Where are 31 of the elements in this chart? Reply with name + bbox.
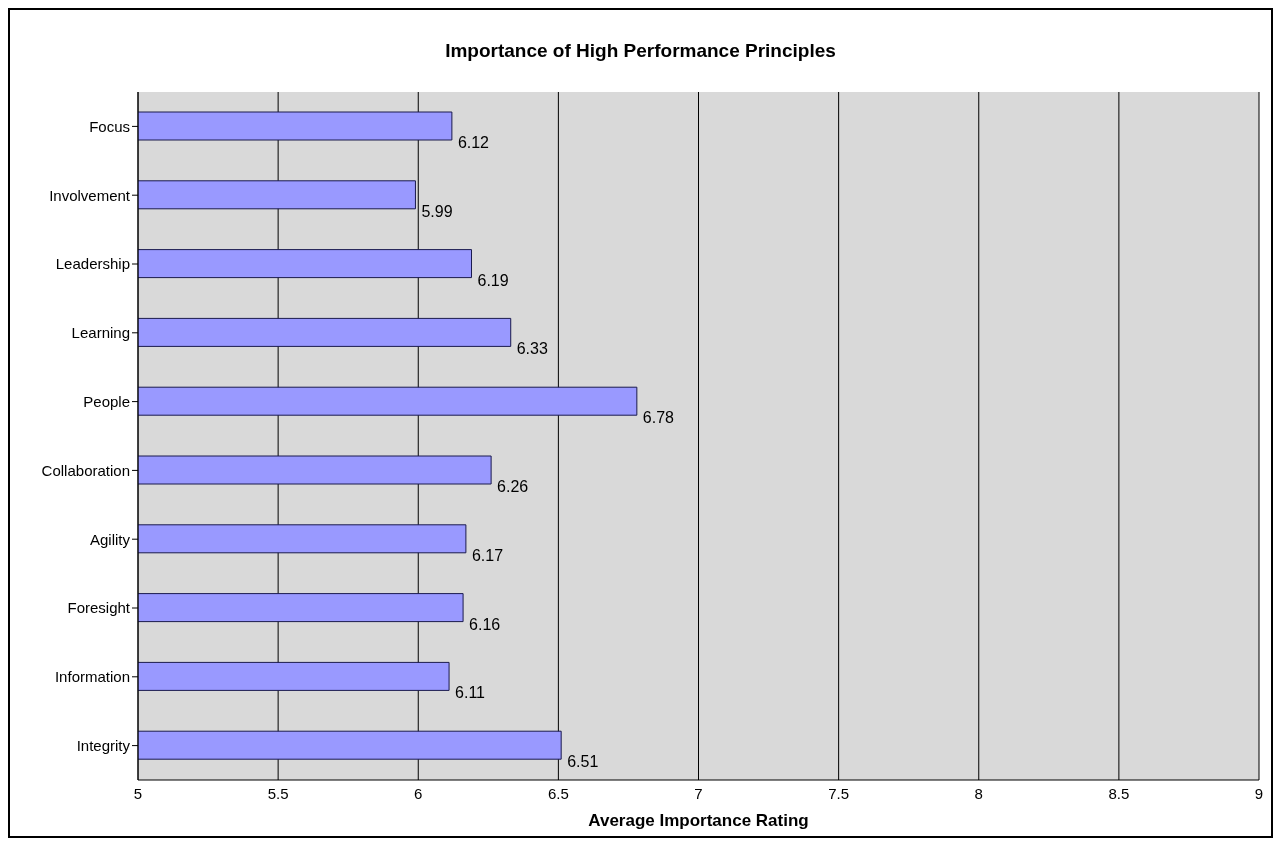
data-label: 6.26 xyxy=(497,478,529,495)
y-tick-label: Collaboration xyxy=(41,461,130,479)
x-tick-label: 9 xyxy=(1254,784,1264,802)
y-tick-label: Focus xyxy=(89,117,130,135)
data-label: 6.33 xyxy=(516,340,548,358)
data-label: 6.19 xyxy=(477,271,509,289)
x-tick-label: 8.5 xyxy=(1108,784,1130,802)
x-tick-label: 8 xyxy=(974,784,983,802)
data-label: 6.17 xyxy=(471,546,504,564)
y-tick-label: Involvement xyxy=(49,186,131,204)
data-label: 6.12 xyxy=(457,134,490,151)
y-tick-label: Foresight xyxy=(67,599,131,617)
y-tick-label: Agility xyxy=(89,530,131,548)
x-axis-title: Average Importance Rating xyxy=(588,811,809,830)
x-tick-label: 6 xyxy=(414,784,423,802)
y-tick-label: People xyxy=(83,392,130,410)
data-label: 6.51 xyxy=(567,753,599,771)
data-label: 5.99 xyxy=(421,202,453,220)
x-tick-label: 7 xyxy=(694,784,703,802)
y-tick-label: Learning xyxy=(71,324,130,342)
data-label: 6.78 xyxy=(642,409,675,427)
y-tick-label: Leadership xyxy=(55,255,130,273)
chart-title: Importance of High Performance Principles xyxy=(444,40,837,62)
x-tick-label: 5 xyxy=(133,784,143,802)
data-label: 6.16 xyxy=(469,615,501,633)
y-tick-label: Information xyxy=(54,668,130,686)
data-label: 6.11 xyxy=(455,684,486,702)
y-tick-label: Integrity xyxy=(76,736,131,754)
x-tick-label: 6.5 xyxy=(547,784,569,802)
x-tick-label: 7.5 xyxy=(828,784,850,802)
x-tick-label: 5.5 xyxy=(267,784,289,802)
